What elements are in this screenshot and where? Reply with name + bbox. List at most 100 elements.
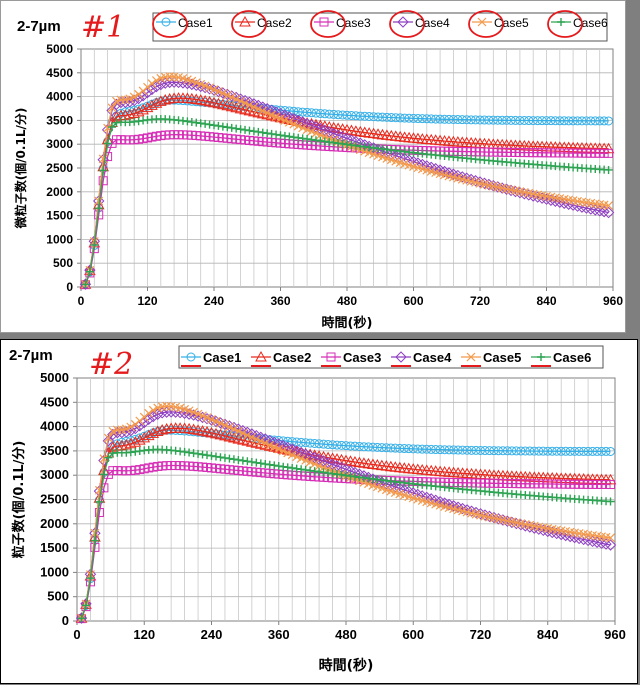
data-point	[202, 413, 212, 422]
data-point	[386, 443, 396, 453]
data-point	[447, 168, 460, 180]
data-point	[155, 78, 167, 91]
data-point	[573, 116, 583, 126]
data-point	[307, 127, 316, 136]
data-point	[128, 107, 141, 118]
data-point	[435, 445, 445, 455]
y-tick-label: 0	[62, 613, 69, 628]
data-point	[604, 148, 614, 158]
data-point	[126, 422, 136, 432]
data-point	[156, 424, 169, 435]
data-point	[438, 497, 451, 509]
data-point	[601, 446, 611, 456]
data-point	[390, 443, 400, 453]
data-point	[426, 444, 436, 454]
y-tick-label: 3500	[40, 443, 69, 458]
legend-label: Case2	[273, 350, 311, 365]
data-point	[425, 493, 437, 505]
data-point	[606, 533, 615, 543]
data-point	[590, 116, 600, 126]
data-point	[133, 434, 146, 445]
data-point	[391, 113, 401, 123]
data-point	[337, 440, 347, 450]
data-point	[242, 430, 252, 440]
data-point	[307, 108, 317, 118]
data-point	[75, 612, 88, 624]
data-point	[599, 116, 609, 126]
data-point	[216, 418, 225, 428]
data-point	[606, 446, 616, 456]
legend-label: Case6	[573, 16, 608, 30]
data-point	[520, 446, 530, 456]
data-point	[102, 435, 115, 447]
legend-marker-triangle	[239, 15, 251, 27]
y-tick-label: 4000	[40, 419, 69, 434]
data-point	[524, 116, 534, 126]
x-tick-label: 960	[604, 627, 626, 642]
data-point	[462, 445, 472, 455]
data-point	[103, 139, 112, 148]
data-point	[458, 445, 468, 455]
data-point	[94, 204, 103, 213]
data-point	[431, 114, 441, 124]
data-point	[296, 437, 306, 447]
data-point	[346, 111, 356, 121]
data-point	[604, 116, 614, 126]
x-tick-label: 960	[603, 294, 623, 308]
x-tick-label: 600	[402, 627, 424, 642]
data-point	[205, 83, 214, 93]
legend-label: Case2	[257, 16, 292, 30]
data-point	[564, 116, 574, 126]
data-point	[350, 441, 360, 451]
data-point	[107, 428, 119, 441]
data-point	[141, 101, 154, 113]
data-point	[227, 92, 237, 102]
data-point	[214, 87, 223, 96]
data-point	[429, 494, 442, 506]
data-point	[193, 409, 203, 419]
legend-box	[152, 12, 608, 42]
data-point	[591, 536, 603, 548]
legend-marker-x	[477, 17, 487, 27]
data-point	[363, 442, 373, 452]
handdrawn-circle	[231, 10, 267, 38]
y-tick-label: 500	[53, 256, 73, 270]
data-point	[577, 116, 587, 126]
legend-marker-square	[319, 17, 329, 27]
data-point	[280, 116, 290, 125]
data-point	[382, 112, 392, 122]
data-point	[493, 115, 503, 125]
data-point	[422, 114, 432, 124]
data-point	[476, 445, 485, 455]
legend-label: Case1	[178, 16, 213, 30]
data-point	[247, 432, 257, 442]
y-tick-label: 2500	[40, 492, 69, 507]
data-point	[142, 429, 155, 441]
legend-marker-circle	[186, 352, 196, 362]
data-point	[94, 196, 104, 206]
data-point	[546, 116, 556, 126]
data-point	[154, 95, 167, 106]
data-point	[269, 442, 279, 452]
data-point	[592, 446, 602, 456]
data-point	[121, 424, 131, 434]
data-point	[301, 455, 311, 465]
data-point	[289, 119, 299, 129]
data-point	[311, 108, 321, 118]
data-point	[426, 114, 436, 124]
data-point	[95, 497, 104, 506]
data-point	[519, 115, 529, 125]
legend-label: Case3	[343, 350, 381, 365]
data-point	[293, 121, 303, 131]
data-point	[271, 112, 281, 122]
data-point	[552, 446, 562, 456]
data-point	[606, 480, 616, 490]
data-point	[471, 445, 481, 455]
x-axis-title: 時間(秒)	[322, 315, 373, 331]
data-point	[413, 444, 423, 454]
data-point	[471, 115, 481, 125]
data-point	[260, 438, 270, 448]
chart-1-svg: 0 500 1000 1500 2000 2500 3000 3500 4000 4500 5000…	[13, 10, 623, 331]
data-point	[274, 444, 284, 454]
y-tick-label: 1500	[40, 540, 69, 555]
